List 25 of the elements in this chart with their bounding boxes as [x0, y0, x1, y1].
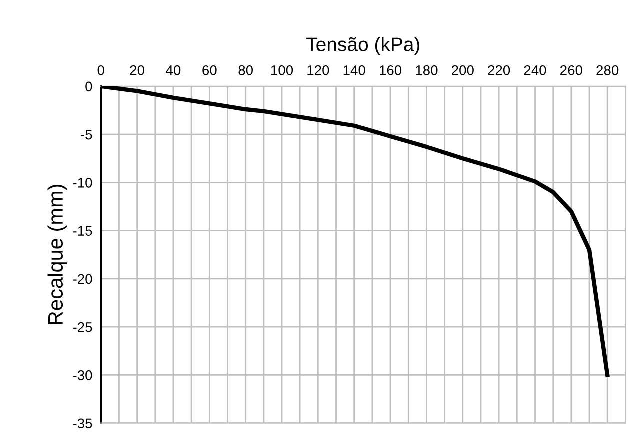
y-tick-label: -15: [73, 226, 92, 236]
x-tick-label: 80: [238, 65, 254, 76]
x-tick-label: 20: [130, 65, 144, 76]
x-tick-label: 0: [98, 65, 104, 76]
y-tick-label: -10: [73, 178, 92, 188]
y-tick-label: -5: [81, 130, 92, 140]
x-tick-label: 220: [488, 65, 510, 76]
x-tick-label: 120: [308, 65, 330, 76]
y-tick-label: 0: [86, 82, 92, 92]
x-tick-label: 200: [452, 65, 474, 76]
x-tick-label: 60: [202, 65, 217, 76]
x-tick-label: 40: [166, 65, 181, 76]
y-tick-label: -30: [73, 370, 92, 380]
x-tick-label: 260: [560, 65, 582, 76]
x-tick-label: 140: [344, 65, 366, 76]
y-tick-label: -35: [73, 418, 92, 429]
x-tick-label: 100: [271, 65, 294, 76]
x-tick-label: 180: [416, 65, 438, 76]
x-tick-label: 280: [596, 65, 619, 76]
y-tick-label: -20: [73, 274, 92, 284]
y-tick-label: -25: [73, 322, 92, 332]
x-axis-title: Tensão (kPa): [306, 37, 420, 56]
x-tick-label: 160: [380, 65, 402, 76]
x-tick-label: 240: [524, 65, 546, 76]
y-axis-title: Recalque (mm): [48, 184, 68, 324]
